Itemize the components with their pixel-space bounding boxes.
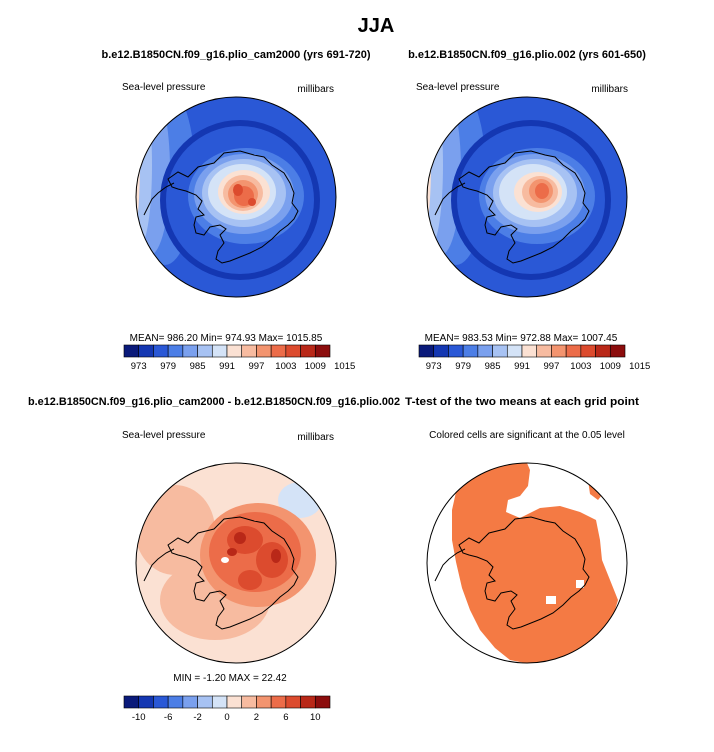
panel-case2-right-label: millibars [591,84,628,95]
colorbar-diff-ticks: -10 -6 -2 0 2 6 10 [132,712,321,723]
colorbar-swatch [477,344,493,358]
panel-case2-stats: MEAN= 983.53 Min= 972.88 Max= 1007.45 [425,333,618,344]
panel-diff-stats: MIN = -1.20 MAX = 22.42 [173,673,287,684]
colorbar-swatch [551,344,567,358]
map-diff [136,463,336,663]
colorbar-tick-label: -6 [164,712,172,723]
colorbar-swatch [462,344,479,358]
colorbar-swatch [314,695,331,709]
colorbar-swatch [226,695,243,709]
colorbar-swatch [433,344,449,358]
panel-case1-left-label: Sea-level pressure [122,82,206,93]
colorbar-swatch [211,695,228,709]
colorbar-tick-label: 1009 [600,361,621,372]
colorbar-tick-label: 985 [190,361,206,372]
colorbar-swatch [595,344,611,358]
colorbar-tick-label: 2 [254,712,259,723]
colorbar-swatch [167,695,184,709]
panel-ttest: T-test of the two means at each grid poi… [403,393,643,664]
colorbar-swatch [167,344,184,358]
panel-diff-left-label: Sea-level pressure [122,430,206,441]
colorbar-tick-label: 991 [219,361,235,372]
colorbar-swatch [241,695,257,709]
colorbar-tick-label: 973 [131,361,147,372]
colorbar-case2 [418,344,626,358]
colorbar-swatch [270,344,287,358]
panel-diff: b.e12.B1850CN.f09_g16.plio_cam2000 - b.e… [28,396,400,723]
colorbar-swatch [182,695,198,709]
panel-diff-right-label: millibars [297,432,334,443]
colorbar-tick-label: 1003 [275,361,296,372]
colorbar-swatch [536,344,552,358]
panel-case2-left-label: Sea-level pressure [416,82,500,93]
map-ttest [427,463,627,663]
colorbar-swatch [506,344,523,358]
colorbar-swatch [609,344,626,358]
colorbar-tick-label: -10 [132,712,146,723]
colorbar-tick-label: 1015 [629,361,650,372]
colorbar-swatch [182,344,198,358]
panel-diff-title: b.e12.B1850CN.f09_g16.plio_cam2000 - b.e… [28,396,400,408]
panel-case2-title: b.e12.B1850CN.f09_g16.plio.002 (yrs 601-… [408,49,646,61]
colorbar-swatch [580,344,596,358]
colorbar-swatch [448,344,464,358]
colorbar-swatch [270,695,287,709]
colorbar-case1-ticks: 973 979 985 991 997 1003 1009 1015 [131,361,355,372]
colorbar-tick-label: 1003 [570,361,591,372]
colorbar-swatch [138,344,154,358]
colorbar-tick-label: 0 [224,712,229,723]
colorbar-tick-label: -2 [193,712,201,723]
panel-case1-stats: MEAN= 986.20 Min= 974.93 Max= 1015.85 [130,333,323,344]
panel-case1-right-label: millibars [297,84,334,95]
colorbar-swatch [123,344,140,358]
panel-ttest-label: Colored cells are significant at the 0.0… [429,430,625,441]
panel-case1-title: b.e12.B1850CN.f09_g16.plio_cam2000 (yrs … [101,49,370,61]
colorbar-swatch [521,344,538,358]
colorbar-diff [123,695,331,709]
colorbar-swatch [285,344,301,358]
colorbar-tick-label: 979 [160,361,176,372]
colorbar-swatch [241,344,257,358]
colorbar-case2-ticks: 973 979 985 991 997 1003 1009 1015 [426,361,651,372]
ttest-significant-region [452,463,618,663]
map-case1 [136,97,336,297]
colorbar-case1 [123,344,331,358]
colorbar-tick-label: 10 [310,712,321,723]
colorbar-swatch [300,695,316,709]
colorbar-swatch [197,695,213,709]
colorbar-swatch [226,344,243,358]
colorbar-swatch [138,695,154,709]
colorbar-tick-label: 973 [426,361,442,372]
colorbar-tick-label: 997 [249,361,265,372]
colorbar-swatch [211,344,228,358]
colorbar-swatch [256,695,272,709]
map-case2 [427,97,627,297]
colorbar-tick-label: 6 [283,712,288,723]
colorbar-swatch [285,695,301,709]
colorbar-swatch [565,344,582,358]
colorbar-swatch [153,695,169,709]
page-title: JJA [358,15,395,37]
panel-ttest-title: T-test of the two means at each grid poi… [405,396,639,408]
colorbar-tick-label: 1015 [334,361,355,372]
colorbar-tick-label: 1009 [305,361,326,372]
colorbar-tick-label: 997 [544,361,560,372]
colorbar-swatch [492,344,508,358]
colorbar-swatch [153,344,169,358]
colorbar-swatch [300,344,316,358]
colorbar-swatch [123,695,140,709]
colorbar-swatch [314,344,331,358]
panel-case1: b.e12.B1850CN.f09_g16.plio_cam2000 (yrs … [101,49,370,372]
colorbar-swatch [197,344,213,358]
colorbar-tick-label: 991 [514,361,530,372]
colorbar-tick-label: 979 [455,361,471,372]
colorbar-swatch [418,344,435,358]
colorbar-tick-label: 985 [485,361,501,372]
colorbar-swatch [256,344,272,358]
panel-case2: b.e12.B1850CN.f09_g16.plio.002 (yrs 601-… [408,49,650,372]
